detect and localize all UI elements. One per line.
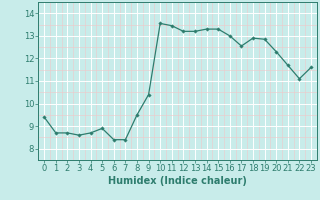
X-axis label: Humidex (Indice chaleur): Humidex (Indice chaleur) — [108, 176, 247, 186]
